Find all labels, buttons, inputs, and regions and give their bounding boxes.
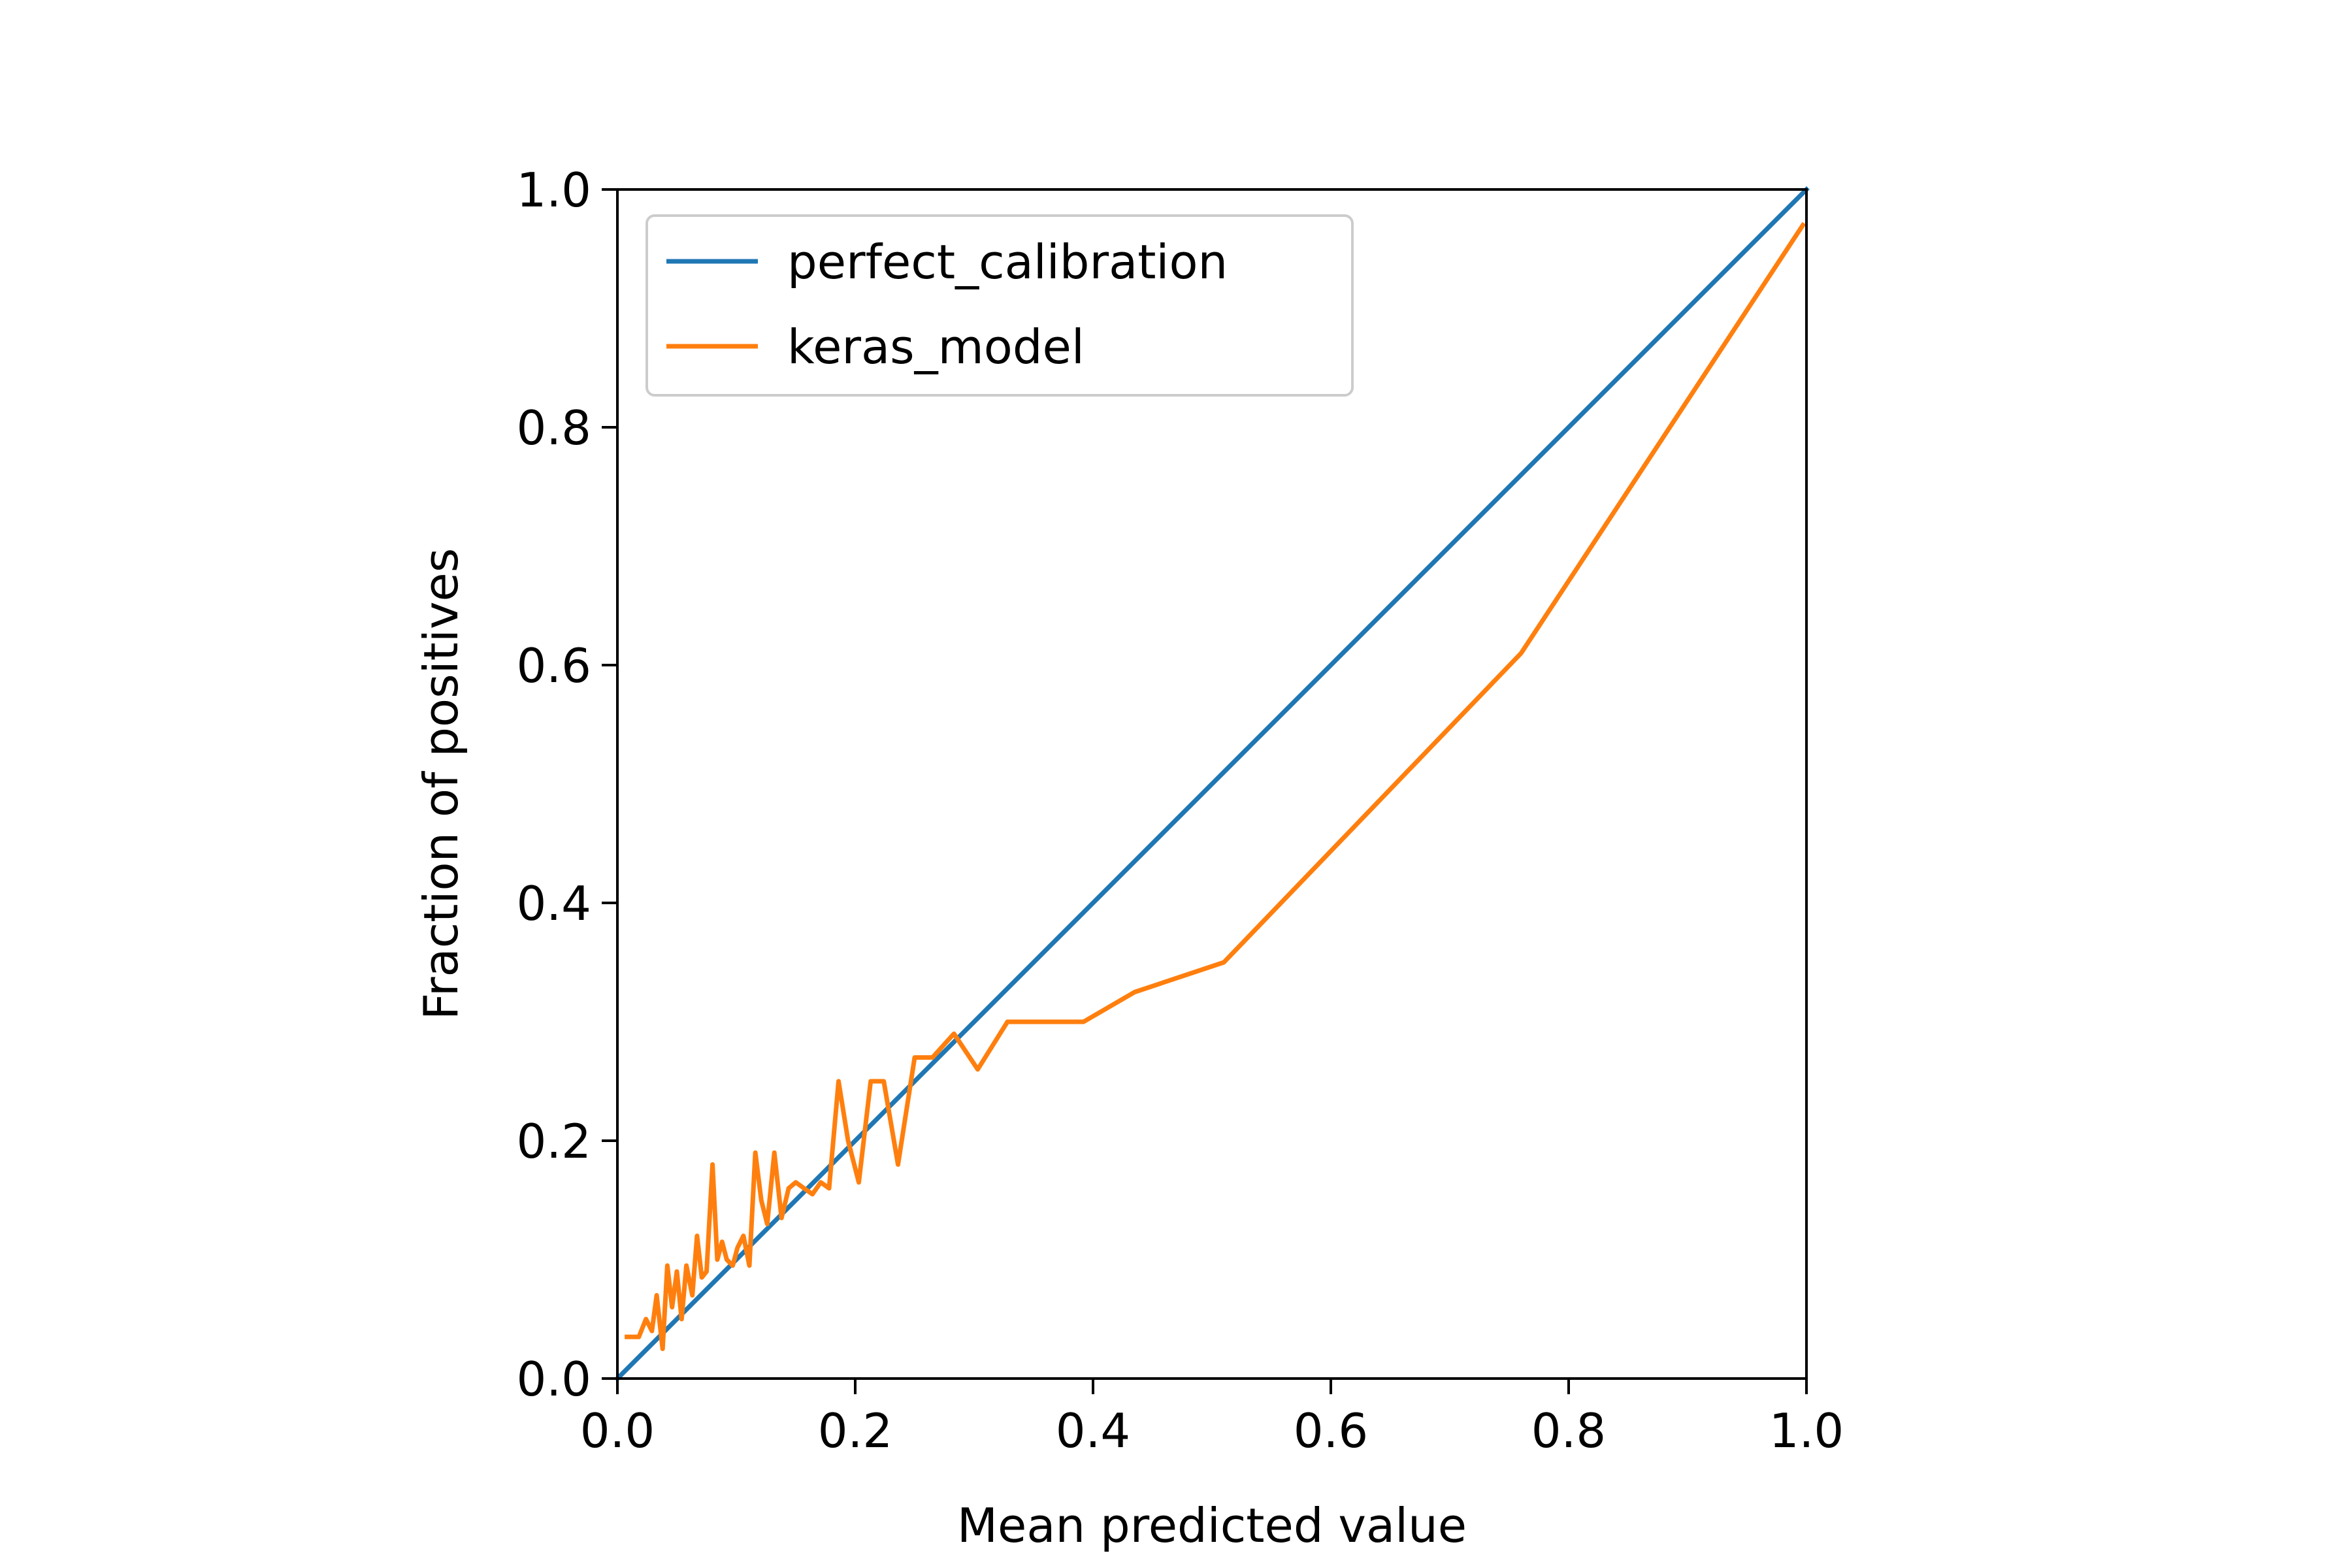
series-line-keras-model [625,221,1806,1351]
x-tick-label: 0.6 [1294,1403,1369,1458]
y-axis-title: Fraction of positives [414,548,468,1021]
x-tick-label: 0.0 [580,1403,655,1458]
y-tick-label: 0.2 [516,1114,591,1169]
legend-label: perfect_calibration [787,235,1228,289]
legend-box [645,214,1354,397]
legend-label: keras_model [787,319,1085,374]
x-tick-label: 0.8 [1531,1403,1607,1458]
y-tick-label: 0.8 [516,400,591,455]
y-tick-label: 0.6 [516,638,591,693]
y-tick-label: 0.4 [516,876,591,931]
y-tick-label: 1.0 [516,163,591,218]
y-axis-ticks: 0.0 0.2 0.4 0.6 0.8 1.0 [516,163,617,1407]
x-axis-title: Mean predicted value [957,1498,1467,1553]
axes-frame [616,188,1808,1380]
y-tick-label: 0.0 [516,1352,591,1407]
x-axis-ticks: 0.0 0.2 0.4 0.6 0.8 1.0 [580,1379,1844,1458]
x-tick-label: 0.2 [818,1403,893,1458]
series-line-perfect-calibration [614,186,1810,1382]
series-layer [614,186,1810,1382]
x-tick-label: 1.0 [1769,1403,1844,1458]
x-tick-label: 0.4 [1056,1403,1131,1458]
legend: perfect_calibration keras_model [645,214,1354,397]
